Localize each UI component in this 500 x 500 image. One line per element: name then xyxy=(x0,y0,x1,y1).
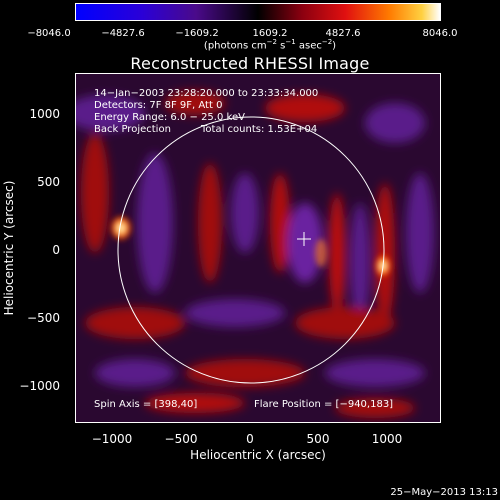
x-tick-label: −500 xyxy=(164,432,198,446)
x-tick-label: 0 xyxy=(246,432,254,446)
y-tick-label: 1000 xyxy=(29,107,60,121)
colorbar xyxy=(75,3,441,21)
colorbar-units: (photons cm−2 s−1 asec−2) xyxy=(203,38,337,52)
x-tick-label: 1000 xyxy=(371,432,403,446)
algorithm-label: Back Projection xyxy=(94,124,171,135)
colorbar-tick: −4827.6 xyxy=(101,28,145,39)
y-tick-label: 0 xyxy=(52,243,60,257)
total-counts: Total counts: 1.53E+04 xyxy=(201,124,318,135)
y-tick-label: −1000 xyxy=(19,379,60,393)
colorbar-tick: 8046.0 xyxy=(422,28,458,39)
colorbar-tick: 4827.6 xyxy=(325,28,361,39)
observation-time: 14−Jan−2003 23:28:20.000 to 23:33:34.000 xyxy=(94,88,319,99)
energy-range: Energy Range: 6.0 − 25.0 keV xyxy=(94,112,245,123)
x-tick-label: −1000 xyxy=(91,432,133,446)
colorbar-tick: −1609.2 xyxy=(175,28,219,39)
image-title: Reconstructed RHESSI Image xyxy=(130,54,370,73)
detectors-info: Detectors: 7F 8F 9F, Att 0 xyxy=(94,100,223,111)
x-axis-label: Heliocentric X (arcsec) xyxy=(190,448,326,462)
plot-frame xyxy=(75,73,441,423)
y-tick-label: −500 xyxy=(27,311,60,325)
rhessi-image xyxy=(75,73,441,423)
y-axis-label: Heliocentric Y (arcsec) xyxy=(2,180,16,316)
spin-axis-label: Spin Axis = [398,40] xyxy=(94,399,198,410)
x-tick-label: 500 xyxy=(306,432,330,446)
colorbar-tick: −8046.0 xyxy=(27,28,71,39)
flare-position-label: Flare Position = [−940,183] xyxy=(254,399,394,410)
colorbar-tick: 1609.2 xyxy=(252,28,288,39)
generation-timestamp: 25−May−2013 13:13 xyxy=(390,487,498,498)
y-tick-label: 500 xyxy=(37,175,60,189)
